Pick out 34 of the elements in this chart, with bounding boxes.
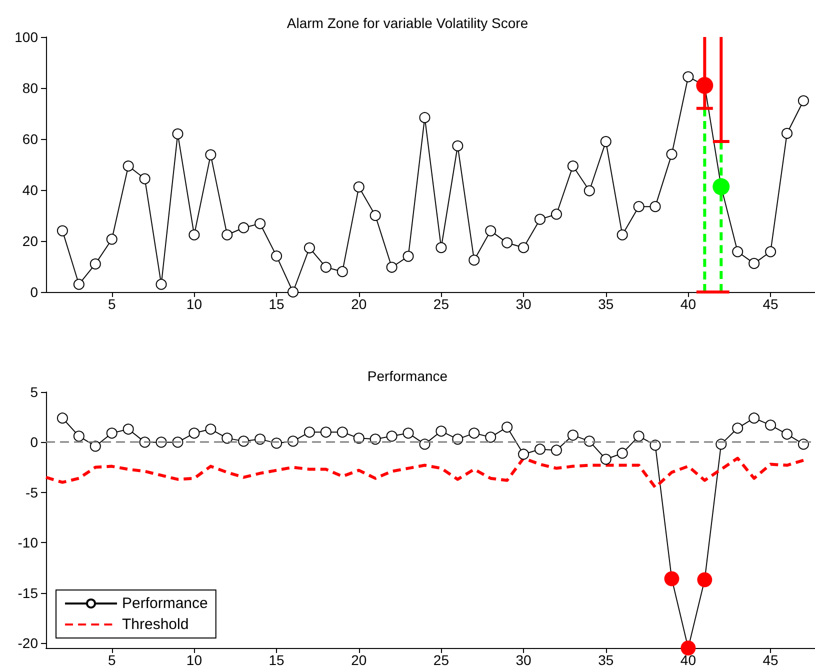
x-tick-label: 15: [268, 652, 285, 667]
x-tick-label: 20: [351, 652, 367, 667]
x-tick-label: 10: [186, 652, 202, 667]
x-tick-label: 40: [680, 296, 696, 312]
y-tick-label: 80: [22, 80, 38, 96]
x-tick-label: 10: [186, 296, 202, 312]
y-tick-label: -20: [18, 634, 38, 651]
x-tick-label: 15: [268, 296, 285, 312]
legend-label: Performance: [122, 595, 208, 612]
y-tick-label: 100: [14, 29, 38, 45]
x-tick-label: 5: [108, 652, 116, 667]
x-tick-label: 35: [598, 296, 614, 312]
y-tick-label: 40: [22, 182, 38, 198]
x-tick-label: 20: [351, 296, 367, 312]
y-tick-label: 0: [30, 284, 38, 300]
legend-label: Threshold: [122, 616, 189, 633]
x-tick-label: 40: [680, 652, 696, 667]
y-tick-label: 5: [30, 384, 38, 400]
x-tick-label: 5: [108, 296, 116, 312]
y-tick-label: -5: [26, 484, 38, 500]
x-tick-label: 35: [598, 652, 614, 667]
x-tick-label: 25: [433, 652, 450, 667]
y-tick-label: 60: [22, 131, 38, 147]
x-tick-label: 30: [516, 652, 532, 667]
x-tick-label: 45: [762, 296, 779, 312]
y-tick-label: -15: [18, 584, 38, 601]
x-tick-label: 30: [516, 296, 532, 312]
y-tick-label: 0: [30, 434, 38, 450]
x-tick-label: 25: [433, 296, 450, 312]
y-tick-label: -10: [18, 534, 38, 551]
chart-title: Performance: [367, 368, 448, 384]
chart-title: Alarm Zone for variable Volatility Score: [286, 15, 528, 31]
y-tick-label: 20: [22, 233, 38, 249]
x-tick-label: 45: [762, 652, 779, 667]
